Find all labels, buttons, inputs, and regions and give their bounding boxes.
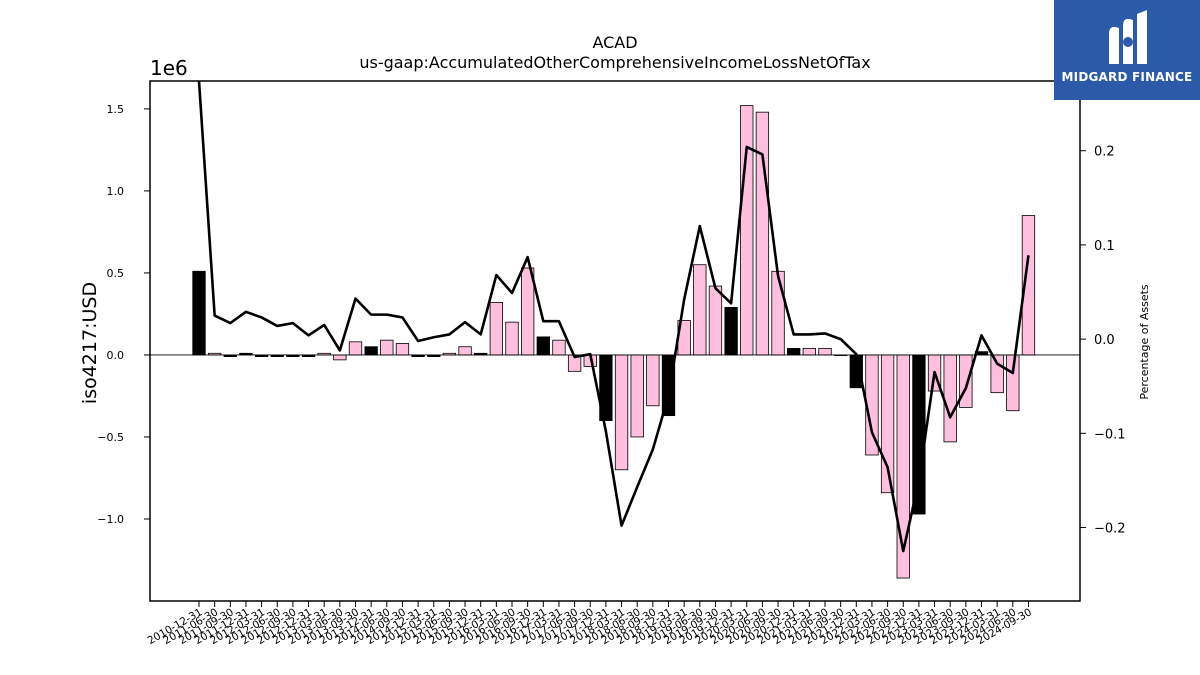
bar <box>708 285 723 356</box>
line-group <box>197 80 1030 553</box>
y2-tick-label: 0.1 <box>1094 239 1115 254</box>
bar <box>505 321 519 356</box>
bar <box>818 347 832 356</box>
bar <box>348 341 363 356</box>
bar <box>364 346 378 356</box>
y-tick-label: 0.5 <box>107 267 125 280</box>
y-offset-label: 1e6 <box>150 56 188 80</box>
y2-tick-label: −0.2 <box>1094 522 1126 537</box>
bar <box>771 270 785 356</box>
chart-title: ACAD <box>592 33 637 52</box>
bar <box>740 105 754 356</box>
bar <box>521 267 535 356</box>
bar <box>536 336 550 356</box>
bar <box>693 264 707 356</box>
y-axis-label: iso4217:USD <box>79 282 101 404</box>
bar <box>333 354 347 361</box>
chart-subtitle: us-gaap:AccumulatedOtherComprehensiveInc… <box>359 53 870 72</box>
x-axis-ticks: 2010-12-312011-06-302011-09-302011-12-31… <box>146 601 1034 647</box>
bar <box>458 346 472 356</box>
bar <box>380 339 394 356</box>
percentage-line <box>197 80 1030 553</box>
bar <box>630 354 644 438</box>
bar <box>614 354 629 471</box>
y-tick-label: 1.5 <box>107 103 125 116</box>
bar <box>755 111 770 356</box>
bar <box>959 354 973 408</box>
bar <box>724 306 738 356</box>
y2-axis-ticks: 0.2 0.1 0.0 −0.1 −0.2 <box>1080 145 1126 537</box>
y-axis-ticks: 1.5 1.0 0.5 0.0 −0.5 −1.0 <box>97 103 150 526</box>
y-tick-label: −0.5 <box>97 431 124 444</box>
y2-tick-label: 0.2 <box>1094 145 1115 160</box>
bar <box>912 354 926 515</box>
bar <box>552 339 566 356</box>
bar <box>943 354 957 443</box>
logo-mark-icon <box>1109 10 1147 64</box>
bar <box>787 347 801 356</box>
bar <box>990 354 1004 394</box>
bar <box>802 347 816 356</box>
bars-group <box>192 105 1036 579</box>
plot-frame <box>149 80 1081 602</box>
y2-tick-label: −0.1 <box>1094 427 1126 442</box>
y2-tick-label: 0.0 <box>1094 333 1115 348</box>
brand-logo: MIDGARD FINANCE <box>1054 0 1200 100</box>
bar <box>489 302 504 356</box>
y2-axis-label: Percentage of Assets <box>1138 284 1151 400</box>
bar <box>192 270 206 356</box>
y-tick-label: 0.0 <box>107 349 125 362</box>
y-tick-label: −1.0 <box>97 513 124 526</box>
logo-text: MIDGARD FINANCE <box>1061 70 1193 84</box>
y-tick-label: 1.0 <box>107 185 125 198</box>
bar <box>646 354 660 407</box>
bar <box>395 343 410 356</box>
